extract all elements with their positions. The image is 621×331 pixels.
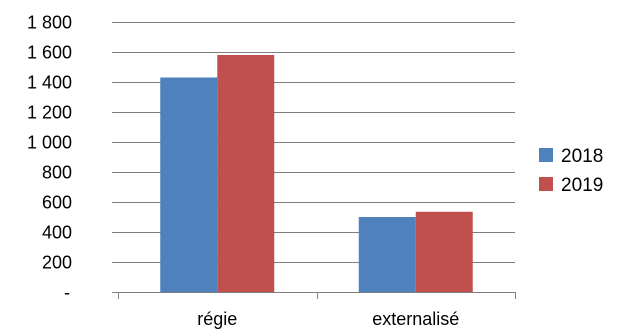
bars [160,55,473,292]
axes [112,292,516,299]
bar-2019-0 [217,55,275,292]
legend: 2018 2019 [539,146,603,196]
x-category-label: externalisé [372,309,459,329]
legend-label: 2019 [561,175,603,196]
bar-2019-1 [415,211,473,292]
bar-2018-0 [160,77,218,292]
x-category-label: régie [197,309,237,329]
y-tick-label: 1 600 [27,43,72,63]
legend-label: 2018 [561,146,603,167]
bar-2018-1 [358,217,416,292]
y-tick-label: 1 200 [27,103,72,123]
legend-swatch-2019 [539,177,553,191]
legend-swatch-2018 [539,148,553,162]
y-tick-label: 1 800 [27,13,72,33]
y-tick-label: 800 [42,163,72,183]
y-tick-label: - [64,283,70,303]
y-tick-label: 1 000 [27,133,72,153]
y-tick-label: 1 400 [27,73,72,93]
y-tick-label: 400 [42,223,72,243]
y-tick-label: 200 [42,253,72,273]
y-tick-label: 600 [42,193,72,213]
y-tick-labels: - 200 400 600 800 1 000 1 200 1 400 1 600 1 800 [27,13,72,303]
x-category-labels: régie externalisé [197,309,459,329]
